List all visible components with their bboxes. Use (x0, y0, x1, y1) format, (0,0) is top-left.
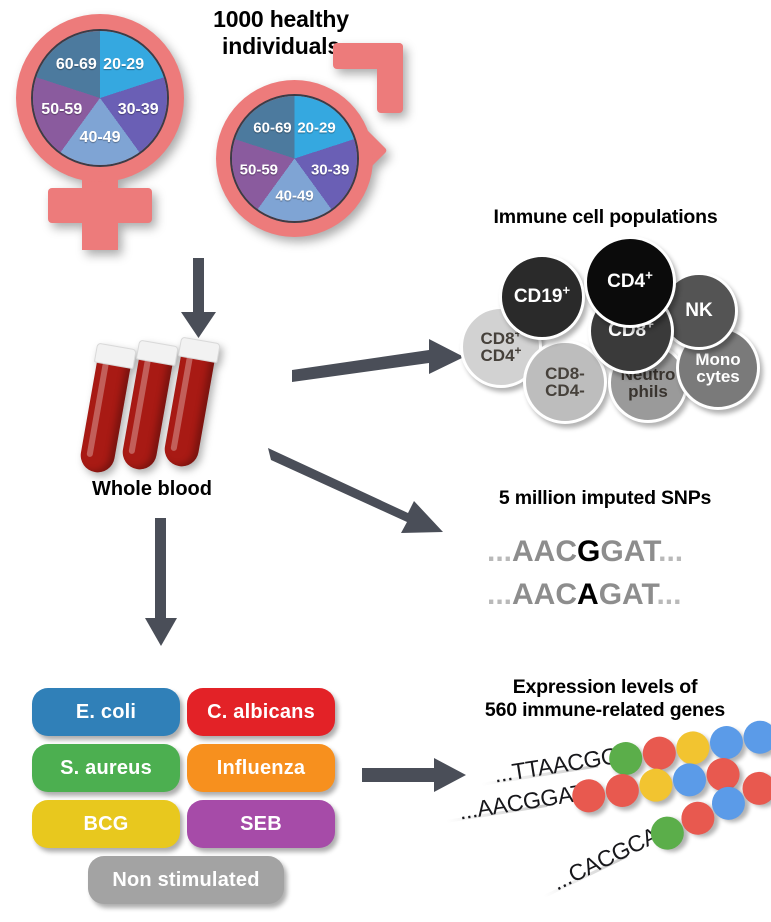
age-group-label-50-59: 50-59 (41, 101, 83, 119)
age-group-label-20-29: 20-29 (103, 56, 145, 74)
cd4-positive-label: CD4+ (607, 267, 653, 293)
cohort-title-line1: 1000 healthy (213, 6, 349, 32)
female-age-pie-chart: 20-29 30-39 40-49 50-59 60-69 (31, 29, 169, 167)
stimulus-s-aureus[interactable]: S. aureus (32, 744, 180, 792)
stimulus-seb[interactable]: SEB (187, 800, 335, 848)
pie-slices (232, 96, 357, 221)
arrow-blood-to-immune (292, 339, 464, 382)
male-arrowhead-side (377, 43, 403, 113)
snp-variant-allele: A (577, 578, 599, 611)
snp-prefix: ... (487, 578, 513, 611)
arrow-blood-to-snps (268, 448, 443, 533)
arrow-shaft-head (145, 518, 177, 646)
cell-cd19-positive: CD19+ (499, 254, 585, 340)
age-group-label-30-39: 30-39 (117, 101, 159, 119)
stimulus-label: Non stimulated (112, 868, 260, 891)
arrow-shaft-head (268, 448, 443, 533)
snp-suffix: ... (658, 535, 684, 568)
snp-prefix: ... (487, 535, 513, 568)
expression-title-line2: 560 immune-related genes (484, 699, 726, 721)
expression-bead (670, 760, 709, 799)
cd8-cd4-dp-label-line2: CD4+ (480, 343, 522, 365)
stimulus-non-stimulated[interactable]: Non stimulated (88, 856, 284, 904)
cohort-title-line2: individuals (222, 33, 340, 60)
expression-bead (741, 718, 771, 757)
snp-sequence-row: ...AACAGAT... (487, 578, 681, 612)
expression-bead (707, 723, 746, 762)
page-title-cohort: 1000 healthy individuals (176, 6, 386, 60)
section-title-snps: 5 million imputed SNPs (498, 487, 712, 509)
monocytes-label-line2: cytes (696, 367, 740, 386)
snp-sequence-row: ...AACGGAT... (487, 535, 683, 569)
cell-cd4-positive: CD4+ (584, 236, 676, 328)
expression-bead (640, 734, 679, 773)
cd8-cd4-dn-label-line1: CD8- (545, 363, 585, 383)
age-group-label-20-29: 20-29 (297, 119, 336, 137)
monocytes-label-line1: Mono (695, 349, 741, 369)
strand-sequence: ...AACGGAT (457, 779, 587, 825)
age-group-label-60-69: 60-69 (253, 119, 292, 137)
arrow-cohort-to-blood (181, 258, 216, 338)
expression-title-line1: Expression levels of (512, 676, 698, 698)
stimulus-label: C. albicans (207, 700, 315, 723)
arrow-shaft-head (292, 339, 464, 382)
blood-tubes-group (78, 336, 256, 490)
stimulus-label: E. coli (75, 700, 137, 723)
tube-highlight (128, 358, 151, 455)
age-group-label-50-59: 50-59 (239, 161, 279, 179)
nk-label: NK (685, 300, 713, 322)
snp-variant-allele: G (577, 535, 601, 568)
snp-right: GAT (598, 578, 657, 611)
cd8-cd4-dn-label-line2: CD4- (545, 381, 585, 400)
age-group-label-40-49: 40-49 (79, 129, 121, 147)
age-group-label-40-49: 40-49 (275, 187, 314, 205)
arrow-shaft-head (181, 258, 216, 338)
female-crossbar (48, 188, 152, 223)
tube-highlight (170, 355, 193, 452)
snp-right: GAT (600, 535, 659, 568)
snp-suffix: ... (656, 578, 682, 611)
strand-sequence: ...TTAACGG (492, 742, 621, 788)
snp-left: AAC (512, 578, 578, 611)
male-symbol: 20-29 30-39 40-49 50-59 60-69 (208, 22, 423, 237)
cell-cd8-cd4-double-negative: CD8- CD4- (523, 340, 607, 424)
stimulus-label: SEB (240, 812, 282, 835)
stimulus-label: Influenza (216, 756, 306, 779)
arrow-stimuli-to-expression (362, 758, 466, 792)
female-symbol: 20-29 30-39 40-49 50-59 60-69 (8, 14, 198, 250)
cd19-positive-label: CD19+ (513, 282, 571, 308)
stimulus-label: S. aureus (60, 756, 152, 779)
stimulus-label: BCG (83, 812, 129, 835)
pie-slices (33, 31, 167, 165)
expression-bead (673, 728, 712, 767)
section-title-immune: Immune cell populations (493, 206, 718, 228)
neutrophils-label-line2: phils (628, 382, 668, 401)
immune-cell-cluster: CD8+ CD4+ CD8- CD4- Neutro phils Mono cy… (460, 236, 760, 424)
stimulus-influenza[interactable]: Influenza (187, 744, 335, 792)
arrow-shaft-head (362, 758, 466, 792)
whole-blood-label: Whole blood (92, 478, 212, 500)
expression-bead (637, 766, 675, 805)
section-title-expression: Expression levels of 560 immune-related … (445, 676, 765, 722)
tube-highlight (86, 361, 109, 458)
expression-bead (603, 771, 642, 810)
snp-left: AAC (512, 535, 578, 568)
stimulus-bcg[interactable]: BCG (32, 800, 180, 848)
male-age-pie-chart: 20-29 30-39 40-49 50-59 60-69 (230, 94, 359, 223)
age-group-label-60-69: 60-69 (55, 56, 97, 74)
stimulus-e-coli[interactable]: E. coli (32, 688, 180, 736)
age-group-label-30-39: 30-39 (310, 161, 350, 179)
arrow-blood-to-stimuli (145, 518, 177, 646)
stimulus-c-albicans[interactable]: C. albicans (187, 688, 335, 736)
